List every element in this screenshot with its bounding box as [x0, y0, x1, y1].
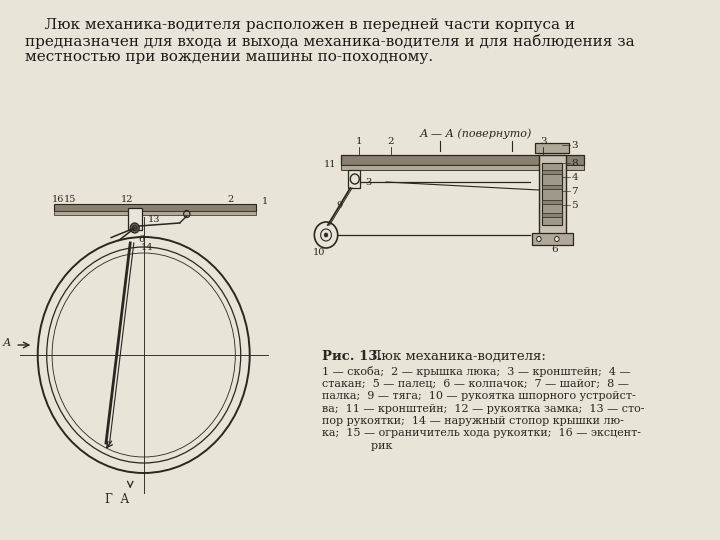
Circle shape	[554, 237, 559, 241]
Text: 3: 3	[540, 137, 546, 146]
Text: 1: 1	[356, 137, 363, 146]
Text: 5: 5	[571, 200, 578, 210]
Bar	[542, 163, 562, 225]
Bar	[341, 155, 584, 165]
Text: 1 — скоба;  2 — крышка люка;  3 — кронштейн;  4 —: 1 — скоба; 2 — крышка люка; 3 — кронштей…	[322, 366, 630, 377]
Text: А: А	[2, 338, 11, 348]
Text: 6: 6	[139, 235, 145, 245]
Bar	[341, 165, 584, 170]
Bar	[54, 211, 256, 215]
Text: Г  А: Г А	[104, 493, 129, 506]
Text: 14: 14	[141, 244, 153, 253]
Bar	[535, 143, 570, 153]
Text: 15: 15	[64, 195, 76, 205]
Text: предназначен для входа и выхода механика-водителя и для наблюдения за: предназначен для входа и выхода механика…	[25, 34, 635, 49]
Text: ва;  11 — кронштейн;  12 — рукоятка замка;  13 — сто-: ва; 11 — кронштейн; 12 — рукоятка замка;…	[322, 403, 644, 414]
Text: 9: 9	[337, 201, 343, 210]
Text: рик: рик	[322, 441, 392, 451]
Text: 2: 2	[387, 137, 394, 146]
Bar	[127, 208, 142, 230]
Text: 7: 7	[571, 186, 578, 195]
Bar	[542, 213, 562, 217]
Text: 2: 2	[228, 195, 234, 205]
Text: палка;  9 — тяга;  10 — рукоятка шпорного устройст-: палка; 9 — тяга; 10 — рукоятка шпорного …	[322, 391, 635, 401]
Text: 10: 10	[312, 248, 325, 257]
Circle shape	[130, 223, 139, 233]
Bar	[539, 155, 566, 235]
Text: 11: 11	[323, 160, 336, 169]
Text: Люк механика-водителя:: Люк механика-водителя:	[366, 350, 546, 363]
Text: 6: 6	[552, 246, 558, 254]
Text: 4: 4	[571, 172, 578, 181]
Text: пор рукоятки;  14 — наружный стопор крышки лю-: пор рукоятки; 14 — наружный стопор крышк…	[322, 416, 624, 426]
Circle shape	[324, 233, 328, 237]
Bar	[531, 233, 573, 245]
Bar	[542, 200, 562, 204]
Text: 13: 13	[148, 215, 161, 225]
Bar	[542, 185, 562, 189]
Bar	[348, 170, 360, 188]
Bar	[542, 170, 562, 174]
Text: Люк механика-водителя расположен в передней части корпуса и: Люк механика-водителя расположен в перед…	[25, 18, 575, 32]
Text: 3: 3	[571, 140, 578, 150]
Circle shape	[536, 237, 541, 241]
Text: 12: 12	[121, 195, 134, 205]
Text: ка;  15 — ограничитель хода рукоятки;  16 — эксцент-: ка; 15 — ограничитель хода рукоятки; 16 …	[322, 429, 641, 438]
Text: 8: 8	[571, 159, 578, 167]
Text: 3: 3	[366, 178, 372, 187]
Text: Рис. 13.: Рис. 13.	[322, 350, 382, 363]
Text: А — А (повернуто): А — А (повернуто)	[420, 129, 532, 139]
Text: 16: 16	[52, 195, 65, 205]
Text: стакан;  5 — палец;  6 — колпачок;  7 — шайог;  8 —: стакан; 5 — палец; 6 — колпачок; 7 — шай…	[322, 379, 629, 388]
Text: местностью при вождении машины по-походному.: местностью при вождении машины по-походн…	[25, 50, 433, 64]
Text: 1: 1	[262, 198, 268, 206]
Bar	[54, 204, 256, 211]
